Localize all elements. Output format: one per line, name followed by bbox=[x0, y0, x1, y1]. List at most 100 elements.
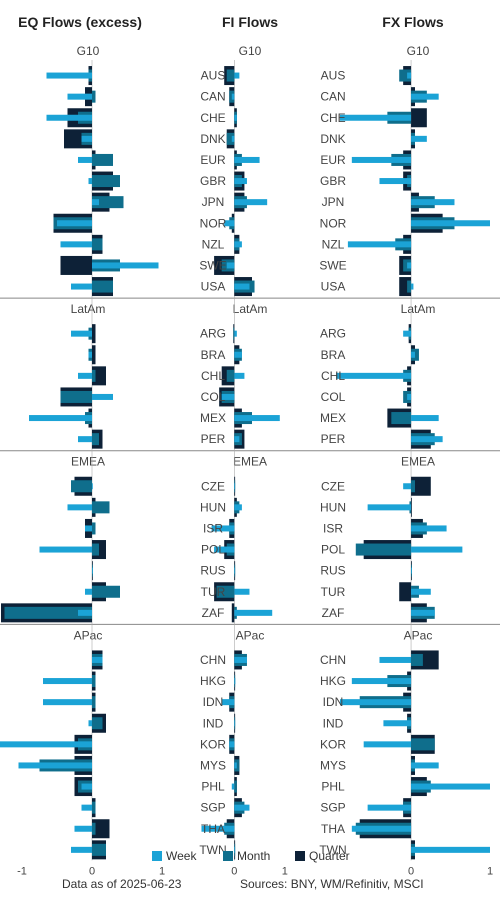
country-label-pol-0: POL bbox=[201, 543, 225, 557]
bar-week-tur-0 bbox=[85, 588, 92, 595]
bar-week-mex-2 bbox=[411, 415, 439, 422]
bar-week-twn-1 bbox=[234, 846, 236, 853]
bar-week-isr-2 bbox=[411, 525, 447, 532]
bar-week-gbr-2 bbox=[379, 178, 412, 185]
country-label-hun-0: HUN bbox=[200, 500, 226, 514]
bar-week-can-0 bbox=[67, 93, 92, 100]
bar-month-gbr-0 bbox=[92, 175, 120, 188]
bar-week-tha-2 bbox=[351, 825, 412, 832]
bar-week-hun-0 bbox=[67, 504, 92, 511]
country-label-hkg-1: HKG bbox=[320, 674, 346, 688]
tick-label-2-1: 1 bbox=[487, 865, 493, 877]
bar-month-pol-2 bbox=[355, 543, 412, 556]
bar-quarter-cze-2 bbox=[411, 476, 431, 496]
bar-quarter-bra-0 bbox=[92, 345, 96, 365]
country-label-nzl-0: NZL bbox=[202, 237, 225, 251]
bar-quarter-usa-2 bbox=[399, 277, 412, 297]
bar-week-sgp-0 bbox=[81, 804, 92, 811]
bar-week-usa-0 bbox=[71, 283, 92, 290]
country-label-aus-0: AUS bbox=[201, 69, 226, 83]
country-label-jpn-0: JPN bbox=[202, 195, 225, 209]
group-header-latam-2: LatAm bbox=[401, 302, 436, 316]
group-header-emea-1: EMEA bbox=[233, 455, 267, 469]
bar-month-tur-1 bbox=[216, 585, 235, 598]
bar-month-kor-2 bbox=[411, 738, 435, 751]
country-label-cze-1: CZE bbox=[321, 479, 345, 493]
bar-week-idn-2 bbox=[340, 699, 412, 706]
country-label-jpn-1: JPN bbox=[322, 195, 345, 209]
bar-week-phl-1 bbox=[231, 783, 235, 790]
bar-month-tur-0 bbox=[92, 585, 120, 598]
bar-month-aus-2 bbox=[399, 69, 412, 82]
panel-title-2: FX Flows bbox=[382, 14, 444, 30]
country-label-hkg-0: HKG bbox=[200, 674, 226, 688]
country-label-chl-0: CHL bbox=[201, 369, 225, 383]
bar-quarter-tur-2 bbox=[399, 582, 412, 602]
country-label-can-0: CAN bbox=[200, 90, 225, 104]
bar-week-per-0 bbox=[78, 436, 92, 443]
country-label-isr-1: ISR bbox=[323, 521, 343, 535]
country-label-eur-0: EUR bbox=[200, 153, 226, 167]
country-label-idn-0: IDN bbox=[203, 695, 224, 709]
bar-month-arg-1 bbox=[233, 327, 235, 340]
bar-week-gbr-0 bbox=[88, 178, 92, 185]
country-label-chl-1: CHL bbox=[321, 369, 345, 383]
bar-week-jpn-2 bbox=[411, 199, 455, 206]
group-header-apac-0: APac bbox=[74, 628, 103, 642]
bar-week-rus-2 bbox=[411, 567, 412, 574]
bar-month-eur-0 bbox=[92, 153, 113, 166]
country-label-aus-1: AUS bbox=[321, 69, 346, 83]
bar-week-mex-1 bbox=[234, 415, 280, 422]
bar-week-twn-2 bbox=[411, 846, 490, 853]
country-label-can-1: CAN bbox=[320, 90, 345, 104]
bar-month-usa-0 bbox=[92, 280, 113, 293]
country-label-mex-0: MEX bbox=[200, 411, 226, 425]
bar-month-twn-0 bbox=[92, 843, 106, 856]
bar-week-hkg-1 bbox=[234, 678, 236, 685]
legend-label-month: Month bbox=[237, 849, 270, 863]
country-label-swe-1: SWE bbox=[319, 258, 346, 272]
bar-week-nor-0 bbox=[57, 220, 92, 227]
bar-month-hkg-0 bbox=[92, 675, 96, 688]
bar-week-twn-0 bbox=[71, 846, 92, 853]
bar-week-pol-0 bbox=[39, 546, 92, 553]
tick-label-1-0: 0 bbox=[231, 865, 237, 877]
bar-week-nor-1 bbox=[224, 220, 235, 227]
bar-month-per-0 bbox=[92, 433, 99, 446]
country-label-kor-0: KOR bbox=[200, 737, 226, 751]
bar-week-bra-2 bbox=[411, 351, 415, 358]
bar-week-pol-2 bbox=[411, 546, 463, 553]
country-label-zaf-0: ZAF bbox=[202, 606, 225, 620]
country-label-rus-0: RUS bbox=[200, 564, 225, 578]
footer-date: Data as of 2025-06-23 bbox=[62, 877, 182, 891]
bar-quarter-che-2 bbox=[411, 108, 427, 128]
country-label-mys-0: MYS bbox=[200, 758, 226, 772]
group-header-emea-0: EMEA bbox=[71, 455, 105, 469]
tick-label-0-0: -1 bbox=[17, 865, 27, 877]
bar-week-kor-0 bbox=[0, 741, 92, 748]
bar-month-chl-1 bbox=[226, 369, 235, 382]
group-header-apac-2: APac bbox=[404, 628, 433, 642]
bar-week-phl-0 bbox=[81, 783, 92, 790]
bar-week-isr-1 bbox=[211, 525, 235, 532]
bar-month-mex-2 bbox=[391, 412, 412, 425]
bar-week-ind-2 bbox=[383, 720, 412, 727]
bar-month-nzl-0 bbox=[92, 238, 103, 251]
bar-week-swe-0 bbox=[92, 262, 159, 269]
legend-swatch-month bbox=[223, 851, 233, 861]
country-label-twn-0: TWN bbox=[199, 843, 226, 857]
bar-week-tha-1 bbox=[201, 825, 235, 832]
bar-month-cze-2 bbox=[411, 480, 415, 493]
bar-week-zaf-0 bbox=[78, 609, 92, 616]
bar-week-can-1 bbox=[231, 93, 235, 100]
group-header-apac-1: APac bbox=[236, 628, 265, 642]
bar-week-col-1 bbox=[221, 393, 235, 400]
bar-month-chn-2 bbox=[411, 653, 423, 666]
bar-quarter-hun-2 bbox=[411, 497, 412, 517]
bar-week-eur-1 bbox=[234, 156, 260, 163]
tick-label-1-1: 1 bbox=[282, 865, 288, 877]
bar-week-usa-1 bbox=[234, 283, 250, 290]
country-label-cze-0: CZE bbox=[201, 479, 225, 493]
